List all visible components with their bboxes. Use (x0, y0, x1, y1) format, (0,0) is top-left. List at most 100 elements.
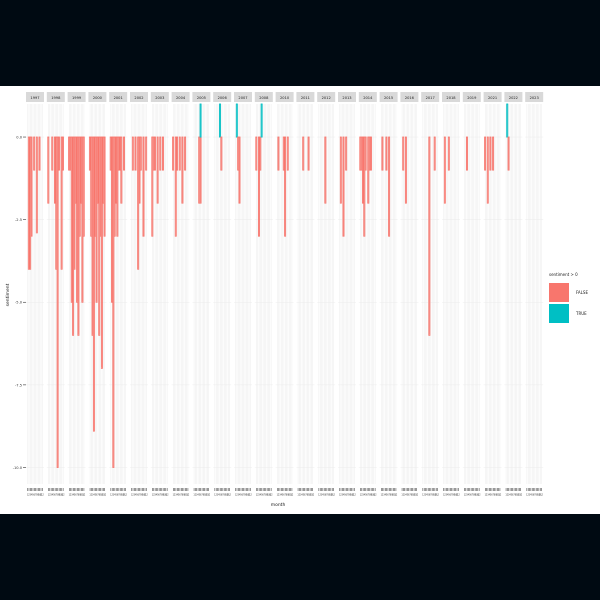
x-tick-label: 5 (386, 494, 388, 497)
x-tick-label: 6 (512, 494, 514, 497)
bar (82, 136, 85, 237)
x-tick-label: 12 (249, 494, 252, 497)
x-tick-label: 2 (465, 494, 467, 497)
x-tick-label: 4 (239, 494, 241, 497)
bar (100, 136, 103, 369)
x-tick-label: 1 (173, 494, 175, 497)
x-tick-label: 1 (422, 494, 424, 497)
x-tick-label: 9 (433, 494, 435, 497)
x-tick-label: 9 (183, 494, 185, 497)
panel-background (254, 104, 273, 484)
facet-strip (171, 92, 190, 102)
facet-strip-label: 1998 (51, 96, 61, 100)
bar (116, 136, 119, 237)
legend-key-true (549, 304, 569, 323)
x-tick-label: 6 (117, 494, 119, 497)
x-tick-label: 12 (62, 494, 65, 497)
x-tick-label: 2 (507, 494, 509, 497)
facet-strip-label: 1997 (30, 96, 39, 100)
facet-strip (525, 92, 544, 102)
bar (492, 136, 495, 171)
x-tick-label: 11 (352, 494, 355, 497)
x-tick-label: 10 (454, 494, 457, 497)
bar (33, 136, 36, 171)
bar (286, 136, 289, 171)
x-tick-label: 11 (289, 494, 292, 497)
x-tick-label: 8 (36, 494, 38, 497)
x-tick-label: 3 (238, 494, 240, 497)
x-tick-label: 5 (427, 494, 429, 497)
facet-strip (254, 92, 273, 102)
facet-strip-label: 2002 (134, 96, 143, 100)
bar (176, 136, 179, 171)
bar (342, 136, 345, 237)
facet-strip (192, 92, 211, 102)
x-tick-label: 4 (73, 494, 75, 497)
x-tick-label: 8 (203, 494, 205, 497)
facet-strip (26, 92, 44, 102)
x-tick-label: 5 (448, 494, 450, 497)
facet-strip-label: 2019 (467, 96, 477, 100)
x-tick-label: 12 (478, 494, 481, 497)
x-tick-label: 3 (175, 494, 177, 497)
legend-label-true: TRUE (575, 311, 587, 316)
x-tick-label: 3 (529, 494, 531, 497)
x-tick-label: 12 (311, 494, 314, 497)
facet-strip-label: 2014 (363, 96, 373, 100)
x-tick-label: 5 (74, 494, 76, 497)
x-tick-label: 7 (56, 494, 58, 497)
x-tick-label: 11 (81, 494, 84, 497)
x-tick-label: 2 (299, 494, 301, 497)
facet-strip-label: 2022 (509, 96, 518, 100)
x-tick-label: 6 (470, 494, 472, 497)
x-tick-label: 6 (34, 494, 36, 497)
x-tick-label: 3 (154, 494, 156, 497)
x-tick-label: 5 (531, 494, 533, 497)
x-tick-label: 11 (331, 494, 334, 497)
x-tick-label: 1 (464, 494, 466, 497)
x-tick-label: 6 (429, 494, 431, 497)
x-tick-label: 1 (152, 494, 154, 497)
x-tick-label: 9 (516, 494, 518, 497)
bar (486, 136, 489, 204)
x-tick-label: 12 (270, 494, 273, 497)
bar (172, 136, 175, 171)
x-tick-label: 2 (132, 494, 134, 497)
x-tick-label: 9 (391, 494, 393, 497)
x-tick-label: 7 (305, 494, 307, 497)
x-tick-label: 4 (156, 494, 158, 497)
x-tick-label: 6 (387, 494, 389, 497)
x-tick-label: 4 (385, 494, 387, 497)
facet-strip (379, 92, 398, 102)
x-tick-label: 8 (244, 494, 246, 497)
x-tick-label: 4 (93, 494, 95, 497)
x-tick-label: 7 (534, 494, 536, 497)
facet-strip (275, 92, 294, 102)
bar (174, 136, 177, 237)
x-tick-label: 10 (537, 494, 540, 497)
x-tick-label: 12 (540, 494, 543, 497)
facet-strip-label: 2021 (488, 96, 497, 100)
x-tick-label: 5 (115, 494, 117, 497)
bar (181, 136, 184, 204)
x-tick-label: 9 (100, 494, 102, 497)
x-tick-label: 12 (103, 494, 106, 497)
x-tick-label: 8 (140, 494, 142, 497)
x-tick-label: 12 (519, 494, 522, 497)
panel-background (462, 104, 481, 484)
x-tick-label: 1 (110, 494, 112, 497)
bar (162, 136, 164, 171)
x-tick-label: 4 (489, 494, 491, 497)
y-tick-label: -5.0 (15, 301, 23, 305)
x-tick-label: 6 (304, 494, 306, 497)
x-tick-label: 8 (348, 494, 350, 497)
x-tick-label: 3 (508, 494, 510, 497)
x-tick-label: 5 (511, 494, 513, 497)
